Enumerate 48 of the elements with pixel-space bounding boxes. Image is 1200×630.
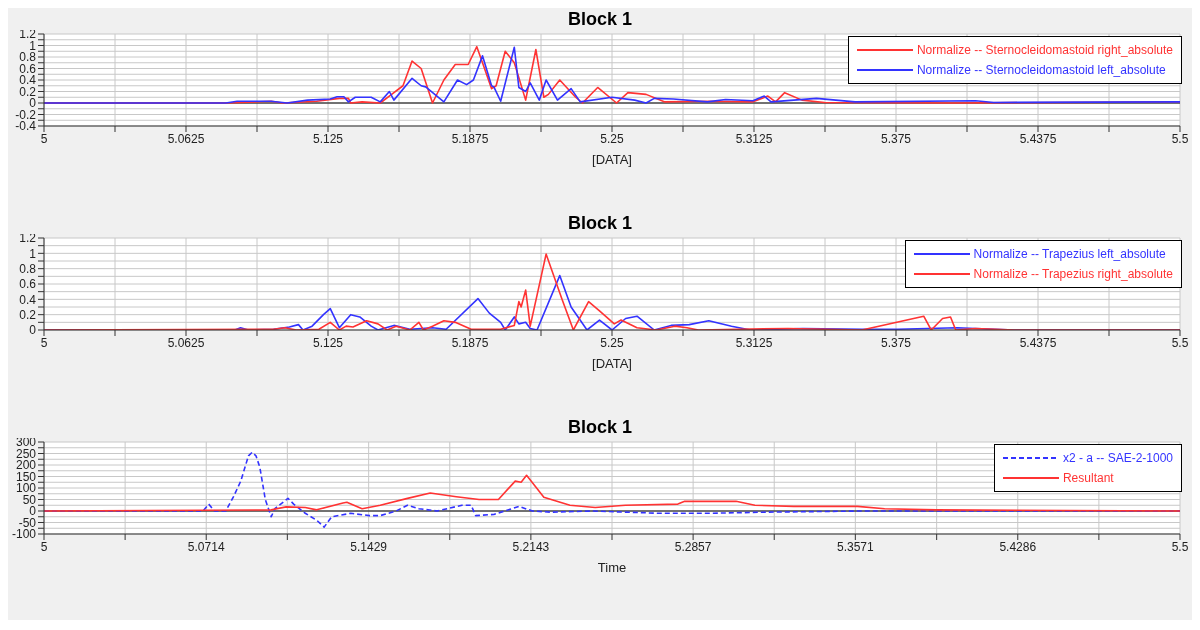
x-tick-label: 5 (40, 335, 48, 350)
x-tick-label: 5.0625 (167, 335, 205, 350)
x-tick-label: 5.125 (312, 131, 344, 146)
x-tick-label: 5.375 (880, 335, 912, 350)
x-tick-label: 5.25 (600, 131, 624, 146)
y-tick-label: 0.4 (19, 292, 37, 307)
legend-label: Normalize -- Sternocleidomastoid right_absolute (916, 42, 1173, 59)
x-axis-title: [DATA] (592, 152, 632, 167)
y-tick-label: 0 (29, 323, 37, 338)
legend-label: Normalize -- Trapezius right_absolute (973, 266, 1173, 283)
x-tick-label: 5.3571 (836, 539, 875, 554)
x-tick-label: 5.1429 (350, 539, 388, 554)
y-tick-label: 0.8 (19, 261, 37, 276)
x-tick-label: 5.3125 (735, 335, 773, 350)
x-tick-label: 5.1875 (451, 335, 489, 350)
y-tick-label: 0.6 (19, 277, 37, 292)
x-axis-title: [DATA] (592, 356, 632, 371)
x-tick-label: 5.4286 (999, 539, 1037, 554)
y-tick-label: -0.4 (15, 119, 37, 134)
x-tick-label: 5.5 (1171, 131, 1189, 146)
x-tick-label: 5.2143 (512, 539, 550, 554)
x-tick-label: 5.5 (1171, 539, 1189, 554)
chart-title: Block 1 (567, 417, 633, 437)
x-tick-label: 5 (40, 131, 48, 146)
x-tick-label: 5.0625 (167, 131, 205, 146)
legend-label: Normalize -- Sternocleidomastoid left_absolute (916, 62, 1166, 79)
chart-title: Block 1 (567, 213, 633, 233)
x-tick-label: 5.4375 (1019, 335, 1057, 350)
y-tick-label: -100 (11, 527, 37, 542)
x-tick-label: 5.3125 (735, 131, 773, 146)
line-series (44, 474, 1180, 512)
x-tick-label: 5.4375 (1019, 131, 1057, 146)
legend-label: Normalize -- Trapezius left_absolute (973, 246, 1166, 263)
y-tick-label: 1 (29, 246, 37, 261)
legend-label: x2 - a -- SAE-2-1000 (1062, 450, 1173, 467)
x-tick-label: 5.2857 (674, 539, 712, 554)
x-tick-label: 5.25 (600, 335, 624, 350)
x-tick-label: 5.1875 (451, 131, 489, 146)
x-tick-label: 5.125 (312, 335, 344, 350)
y-tick-label: 1.2 (19, 231, 37, 246)
x-axis-title: Time (597, 560, 627, 575)
legend-label: Resultant (1062, 470, 1114, 487)
y-tick-label: 0.2 (19, 307, 37, 322)
x-tick-label: 5 (40, 539, 48, 554)
chart-title: Block 1 (567, 9, 633, 29)
x-tick-label: 5.0714 (187, 539, 225, 554)
x-tick-label: 5.5 (1171, 335, 1189, 350)
x-tick-label: 5.375 (880, 131, 912, 146)
